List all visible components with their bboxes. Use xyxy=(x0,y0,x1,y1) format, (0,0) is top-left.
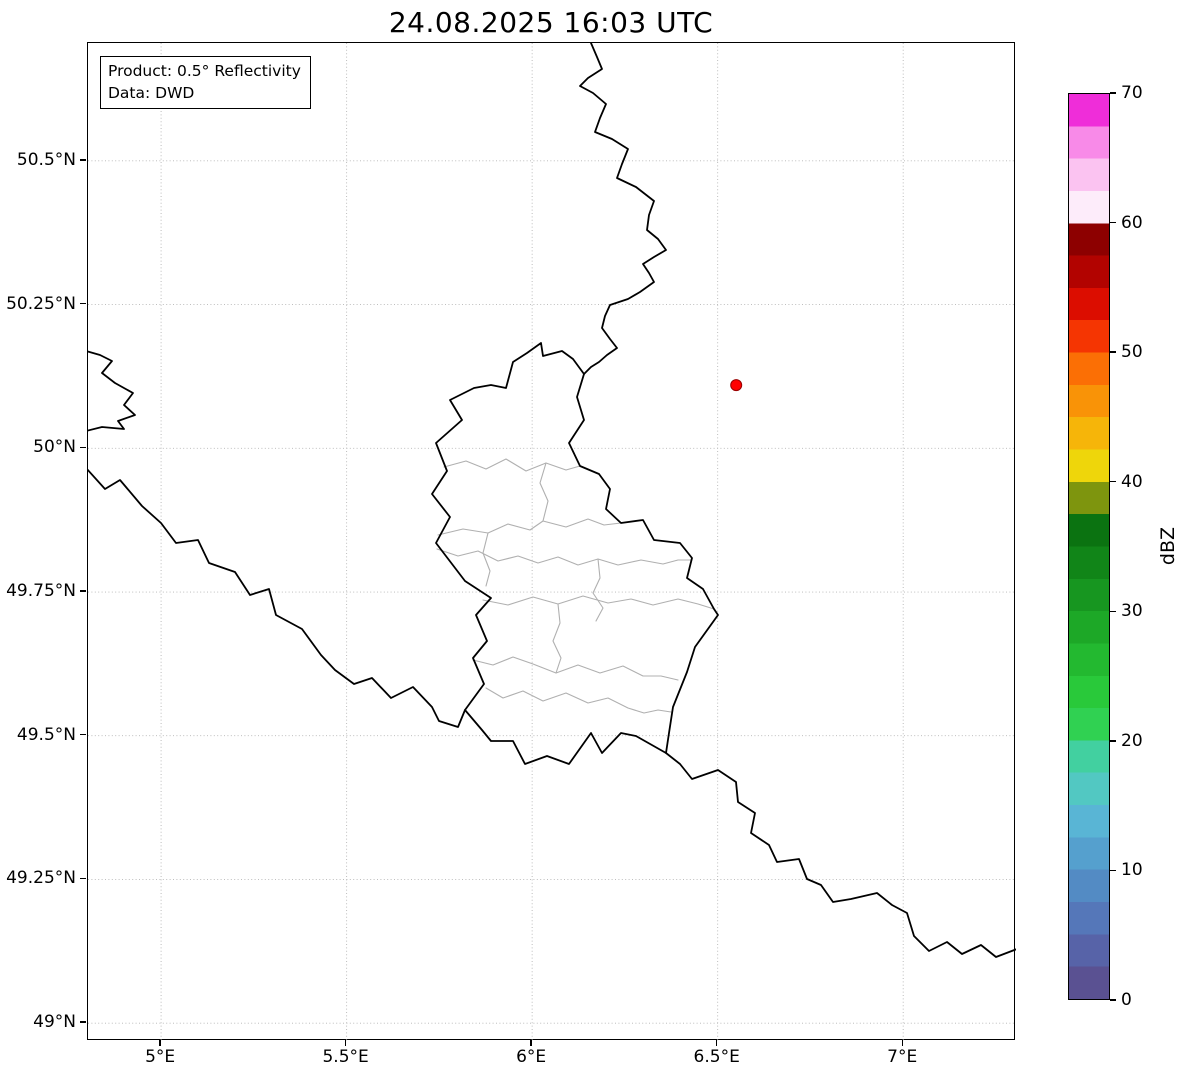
colorbar-tick-mark xyxy=(1110,221,1116,224)
border-france-belgium xyxy=(88,468,466,728)
district-border-line xyxy=(539,462,549,522)
y-tick-mark xyxy=(80,877,86,880)
colorbar-tick-mark xyxy=(1110,740,1116,742)
x-tick-mark xyxy=(530,1040,532,1046)
product-line: Product: 0.5° Reflectivity xyxy=(108,62,301,80)
colorbar-tick-label: 60 xyxy=(1121,212,1143,233)
x-tick-mark xyxy=(715,1040,718,1046)
map-canvas xyxy=(88,43,1016,1041)
colorbar-tick-mark xyxy=(1110,869,1116,872)
colorbar-tick-mark xyxy=(1110,610,1116,612)
colorbar-tick-mark xyxy=(1110,481,1116,483)
x-tick-label: 7°E xyxy=(887,1047,918,1067)
district-border-line xyxy=(482,532,491,587)
colorbar-tick-label: 0 xyxy=(1121,990,1132,1010)
x-tick-mark xyxy=(901,1040,903,1046)
x-tick-mark xyxy=(159,1040,161,1046)
y-tick-label: 49.5°N xyxy=(16,724,76,745)
colorbar-tick-label: 30 xyxy=(1121,601,1143,622)
colorbar-tick-mark xyxy=(1110,351,1116,353)
colorbar-tick-label: 70 xyxy=(1121,83,1143,103)
border-luxembourg xyxy=(431,342,719,765)
y-tick-mark xyxy=(80,159,86,161)
y-tick-mark xyxy=(80,590,86,592)
district-border-line xyxy=(592,558,604,622)
colorbar-tick-label: 40 xyxy=(1121,471,1143,492)
district-borders xyxy=(436,458,715,714)
district-border-line xyxy=(437,518,622,536)
map-plot: Product: 0.5° Reflectivity Data: DWD xyxy=(87,42,1016,1041)
product-info-box: Product: 0.5° Reflectivity Data: DWD xyxy=(100,56,311,109)
grid-lines xyxy=(88,43,1016,1041)
district-border-line xyxy=(443,458,581,472)
y-tick-label: 49.25°N xyxy=(6,868,76,889)
y-tick-label: 50.5°N xyxy=(16,149,76,170)
x-tick-label: 6°E xyxy=(516,1047,547,1067)
y-tick-label: 49.75°N xyxy=(6,581,76,601)
x-tick-label: 6.5°E xyxy=(693,1047,740,1067)
colorbar-tick-mark xyxy=(1110,999,1116,1001)
x-tick-mark xyxy=(344,1040,347,1046)
country-borders xyxy=(88,43,1016,958)
district-border-line xyxy=(436,548,693,566)
border-belgium-germany xyxy=(579,43,667,375)
district-border-line xyxy=(472,656,679,681)
x-tick-label: 5°E xyxy=(145,1047,176,1067)
figure-title: 24.08.2025 16:03 UTC xyxy=(388,6,714,39)
y-tick-label: 50°N xyxy=(33,437,76,458)
y-tick-mark xyxy=(80,302,86,305)
y-tick-label: 50.25°N xyxy=(6,293,76,314)
colorbar-gradient xyxy=(1069,94,1109,999)
district-border-line xyxy=(485,687,672,714)
district-border-line xyxy=(552,603,562,674)
data-source-line: Data: DWD xyxy=(108,84,195,102)
x-tick-label: 5.5°E xyxy=(322,1047,369,1067)
colorbar-tick-label: 50 xyxy=(1121,342,1143,363)
border-france-belgium-salient xyxy=(88,350,136,432)
y-tick-mark xyxy=(80,1021,86,1023)
radar-site-marker xyxy=(730,379,743,392)
border-france-germany xyxy=(665,752,1016,958)
y-tick-mark xyxy=(80,446,86,448)
colorbar-tick-label: 10 xyxy=(1121,860,1143,881)
colorbar xyxy=(1068,93,1110,1000)
colorbar-tick-mark xyxy=(1110,92,1116,94)
y-tick-label: 49°N xyxy=(33,1012,76,1033)
district-border-line xyxy=(482,595,715,610)
colorbar-tick-label: 20 xyxy=(1121,730,1143,751)
y-tick-mark xyxy=(80,734,86,736)
colorbar-unit-label: dBZ xyxy=(1157,526,1179,566)
